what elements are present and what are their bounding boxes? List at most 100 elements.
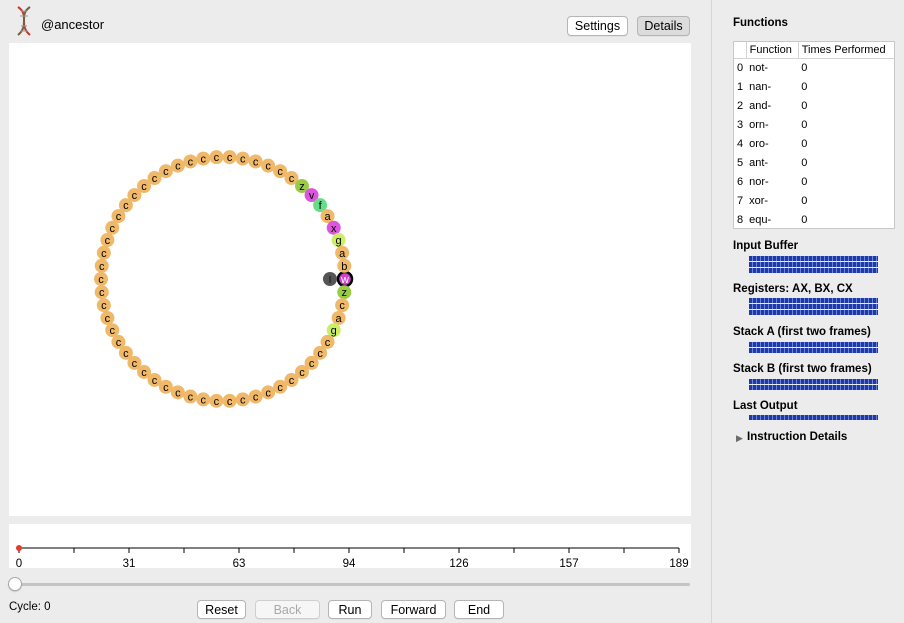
genome-instruction[interactable]: c bbox=[273, 164, 288, 179]
genome-instruction[interactable]: c bbox=[111, 209, 126, 224]
svg-text:c: c bbox=[253, 156, 259, 168]
function-index: 3 bbox=[737, 118, 744, 131]
genome-instruction[interactable]: c bbox=[183, 154, 198, 169]
dna-icon bbox=[17, 6, 31, 36]
genome-instruction[interactable]: c bbox=[94, 258, 109, 273]
details-pane: Functions Function Times Performed 0 not-… bbox=[711, 0, 904, 623]
genome-instruction[interactable]: c bbox=[222, 393, 237, 408]
genome-instruction[interactable]: g bbox=[331, 233, 346, 248]
genome-instruction[interactable]: c bbox=[158, 379, 173, 394]
genome-instruction[interactable]: c bbox=[111, 334, 126, 349]
timeline-axis: 0 31 63 94 126 157 189 bbox=[16, 545, 689, 570]
settings-button[interactable]: Settings bbox=[567, 16, 628, 36]
function-name: nan- bbox=[749, 80, 772, 93]
function-index: 6 bbox=[737, 175, 744, 188]
genome-instruction[interactable]: c bbox=[127, 355, 142, 370]
genome-instruction[interactable]: c bbox=[294, 364, 309, 379]
genome-instruction[interactable]: c bbox=[100, 310, 115, 325]
genome-instruction[interactable]: c bbox=[94, 285, 109, 300]
cycle-slider-track[interactable] bbox=[14, 583, 690, 586]
disclosure-triangle-icon[interactable]: ▶ bbox=[736, 433, 743, 443]
genome-instruction[interactable]: c bbox=[170, 158, 185, 173]
genome-instruction[interactable]: c bbox=[284, 372, 299, 387]
genome-instruction[interactable]: a bbox=[331, 310, 346, 325]
times-performed-column-header[interactable]: Times Performed bbox=[797, 42, 894, 59]
genome-instruction[interactable]: c bbox=[320, 334, 335, 349]
reset-button[interactable]: Reset bbox=[197, 600, 246, 619]
genome-instruction[interactable]: c bbox=[96, 298, 111, 313]
cycle-slider-thumb[interactable] bbox=[8, 577, 22, 591]
function-name: not- bbox=[749, 61, 769, 74]
genome-instruction[interactable]: c bbox=[127, 188, 142, 203]
run-button[interactable]: Run bbox=[328, 600, 372, 619]
genome-instruction[interactable]: v bbox=[304, 188, 319, 203]
svg-text:c: c bbox=[141, 181, 147, 193]
genome-instruction[interactable]: z bbox=[337, 285, 352, 300]
genome-instruction[interactable]: c bbox=[158, 164, 173, 179]
genome-instruction[interactable]: c bbox=[105, 323, 120, 338]
forward-button[interactable]: Forward bbox=[381, 600, 446, 619]
svg-text:c: c bbox=[253, 392, 259, 404]
genome-instruction[interactable]: a bbox=[320, 209, 335, 224]
instruction-pointer: I bbox=[323, 272, 337, 286]
function-name: ant- bbox=[749, 156, 769, 169]
end-button[interactable]: End bbox=[454, 600, 504, 619]
genome-instruction[interactable]: c bbox=[209, 393, 224, 408]
svg-text:c: c bbox=[188, 392, 194, 404]
genome-instruction[interactable]: x bbox=[326, 220, 341, 235]
genome-instruction[interactable]: c bbox=[313, 345, 328, 360]
function-row: 3 orn- 0 bbox=[734, 115, 894, 134]
details-button[interactable]: Details bbox=[637, 16, 690, 36]
genome-instruction[interactable]: c bbox=[118, 345, 133, 360]
genome-instruction[interactable]: c bbox=[196, 392, 211, 407]
genome-instruction[interactable]: z bbox=[294, 179, 309, 194]
genome-instruction[interactable]: c bbox=[284, 171, 299, 186]
instruction-details-toggle[interactable]: Instruction Details bbox=[747, 431, 848, 443]
timeline[interactable]: 0 31 63 94 126 157 189 bbox=[9, 524, 691, 570]
genome-instruction[interactable]: c bbox=[261, 158, 276, 173]
genome-instruction[interactable]: c bbox=[273, 379, 288, 394]
genome-instruction[interactable]: c bbox=[147, 171, 162, 186]
svg-text:c: c bbox=[152, 173, 158, 185]
genome-instruction[interactable]: c bbox=[94, 272, 108, 286]
svg-text:w: w bbox=[340, 274, 349, 286]
genome-instruction[interactable]: g bbox=[326, 323, 341, 338]
genome-instruction[interactable]: c bbox=[235, 151, 250, 166]
genome-instruction[interactable]: c bbox=[222, 150, 237, 165]
genome-instruction[interactable]: c bbox=[335, 298, 350, 313]
svg-text:c: c bbox=[317, 348, 323, 360]
genome-instruction[interactable]: c bbox=[100, 233, 115, 248]
genome-instruction[interactable]: c bbox=[137, 364, 152, 379]
timeline-tick-label: 31 bbox=[123, 558, 136, 568]
svg-text:c: c bbox=[175, 161, 181, 173]
svg-text:c: c bbox=[289, 375, 295, 387]
back-button[interactable]: Back bbox=[255, 600, 320, 619]
genome-instruction[interactable]: c bbox=[183, 389, 198, 404]
genome-instruction[interactable]: c bbox=[170, 385, 185, 400]
timeline-current-marker bbox=[16, 545, 22, 551]
genome-instruction[interactable]: c bbox=[261, 385, 276, 400]
genome-instruction[interactable]: w bbox=[336, 270, 354, 288]
genome-instruction[interactable]: c bbox=[105, 220, 120, 235]
genome-instruction[interactable]: c bbox=[196, 151, 211, 166]
function-index: 5 bbox=[737, 156, 744, 169]
svg-text:c: c bbox=[188, 156, 194, 168]
stack-b-bits bbox=[749, 379, 878, 391]
genome-instruction[interactable]: b bbox=[337, 258, 352, 273]
genome-instruction[interactable]: c bbox=[209, 150, 224, 165]
index-column-header[interactable] bbox=[734, 42, 747, 59]
genome-instruction[interactable]: c bbox=[248, 154, 263, 169]
genome-instruction[interactable]: c bbox=[304, 355, 319, 370]
genome-instruction[interactable]: c bbox=[248, 389, 263, 404]
svg-text:c: c bbox=[152, 375, 158, 387]
genome-instruction[interactable]: c bbox=[137, 179, 152, 194]
genome-instruction[interactable]: f bbox=[313, 198, 328, 213]
genome-instruction[interactable]: c bbox=[235, 392, 250, 407]
genome-instruction[interactable]: c bbox=[118, 198, 133, 213]
genome-instruction[interactable]: a bbox=[335, 245, 350, 260]
genome-instruction[interactable]: c bbox=[147, 372, 162, 387]
genome-instruction[interactable]: c bbox=[96, 245, 111, 260]
function-column-header[interactable]: Function bbox=[745, 42, 799, 59]
